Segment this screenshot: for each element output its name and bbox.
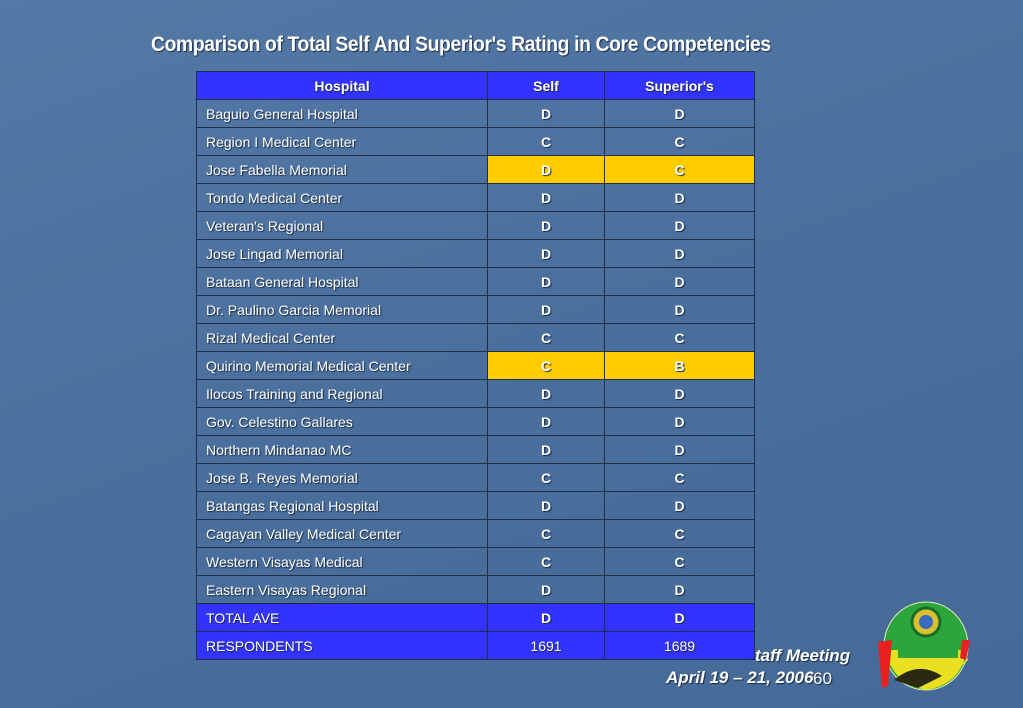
hospital-cell: Cagayan Valley Medical Center (196, 519, 488, 548)
superior-rating-cell: C (604, 463, 755, 492)
table-row: Region I Medical Center C C (196, 127, 755, 156)
table-row: Ilocos Training and Regional D D (196, 379, 755, 408)
table-row: Cagayan Valley Medical Center C C (196, 519, 755, 548)
hospital-cell: Jose Fabella Memorial (196, 155, 488, 184)
self-rating-cell: D (487, 239, 605, 268)
table-row: Batangas Regional Hospital D D (196, 491, 755, 520)
self-rating-cell: C (487, 351, 605, 380)
self-rating-cell: D (487, 407, 605, 436)
table-row: Dr. Paulino Garcia Memorial D D (196, 295, 755, 324)
table-row: Jose Fabella Memorial D C (196, 155, 755, 184)
hospital-cell: Gov. Celestino Gallares (196, 407, 488, 436)
table-row: Veteran's Regional D D (196, 211, 755, 240)
self-rating-cell: D (487, 603, 605, 632)
superior-rating-cell: B (604, 351, 755, 380)
header-hospital: Hospital (196, 71, 488, 100)
hospital-cell: Baguio General Hospital (196, 99, 488, 128)
footer-meeting: taff Meeting (755, 646, 851, 665)
superior-rating-cell: C (604, 547, 755, 576)
hospital-cell: Ilocos Training and Regional (196, 379, 488, 408)
self-rating-cell: D (487, 267, 605, 296)
superior-rating-cell: D (604, 575, 755, 604)
hospital-cell: RESPONDENTS (196, 631, 488, 660)
hospital-cell: Tondo Medical Center (196, 183, 488, 212)
hospital-cell: Quirino Memorial Medical Center (196, 351, 488, 380)
hospital-cell: Northern Mindanao MC (196, 435, 488, 464)
table-row: Jose B. Reyes Memorial C C (196, 463, 755, 492)
self-rating-cell: C (487, 127, 605, 156)
slide-title: Comparison of Total Self And Superior's … (151, 33, 771, 56)
self-rating-cell: D (487, 491, 605, 520)
superior-rating-cell: C (604, 127, 755, 156)
ratings-table: Hospital Self Superior's Baguio General … (196, 71, 755, 660)
self-rating-cell: D (487, 575, 605, 604)
hospital-cell: Dr. Paulino Garcia Memorial (196, 295, 488, 324)
self-rating-cell: C (487, 463, 605, 492)
hospital-cell: Bataan General Hospital (196, 267, 488, 296)
superior-rating-cell: C (604, 323, 755, 352)
self-rating-cell: D (487, 183, 605, 212)
hospital-cell: TOTAL AVE (196, 603, 488, 632)
table-row: Baguio General Hospital D D (196, 99, 755, 128)
self-rating-cell: D (487, 379, 605, 408)
hospital-cell: Veteran's Regional (196, 211, 488, 240)
table-row: Northern Mindanao MC D D (196, 435, 755, 464)
superior-rating-cell: D (604, 603, 755, 632)
hospital-cell: Region I Medical Center (196, 127, 488, 156)
superior-rating-cell: D (604, 267, 755, 296)
table-row: Bataan General Hospital D D (196, 267, 755, 296)
superior-rating-cell: D (604, 295, 755, 324)
hospital-cell: Batangas Regional Hospital (196, 491, 488, 520)
hospital-cell: Jose B. Reyes Memorial (196, 463, 488, 492)
table-row: Rizal Medical Center C C (196, 323, 755, 352)
self-rating-cell: C (487, 519, 605, 548)
footer-date: April 19 – 21, 2006 (666, 668, 814, 687)
superior-rating-cell: D (604, 407, 755, 436)
table-row: Gov. Celestino Gallares D D (196, 407, 755, 436)
self-rating-cell: D (487, 211, 605, 240)
table-row: Tondo Medical Center D D (196, 183, 755, 212)
superior-rating-cell: C (604, 155, 755, 184)
page-number: 60 (813, 669, 832, 688)
superior-rating-cell: D (604, 239, 755, 268)
self-rating-cell: D (487, 99, 605, 128)
self-rating-cell: 1691 (487, 631, 605, 660)
superior-rating-cell: C (604, 519, 755, 548)
table-row: Eastern Visayas Regional D D (196, 575, 755, 604)
superior-rating-cell: D (604, 99, 755, 128)
superior-rating-cell: D (604, 211, 755, 240)
superior-rating-cell: D (604, 183, 755, 212)
table-row: Western Visayas Medical C C (196, 547, 755, 576)
table-header-row: Hospital Self Superior's (196, 71, 755, 100)
header-self: Self (487, 71, 605, 100)
self-rating-cell: C (487, 323, 605, 352)
hospital-cell: Western Visayas Medical (196, 547, 488, 576)
table-row: Quirino Memorial Medical Center C B (196, 351, 755, 380)
hospital-cell: Jose Lingad Memorial (196, 239, 488, 268)
superior-rating-cell: D (604, 379, 755, 408)
self-rating-cell: D (487, 435, 605, 464)
table-row: RESPONDENTS 1691 1689 (196, 631, 755, 660)
self-rating-cell: D (487, 155, 605, 184)
table-row: Jose Lingad Memorial D D (196, 239, 755, 268)
fourmula-logo (878, 601, 970, 691)
superior-rating-cell: 1689 (604, 631, 755, 660)
superior-rating-cell: D (604, 491, 755, 520)
self-rating-cell: C (487, 547, 605, 576)
superior-rating-cell: D (604, 435, 755, 464)
hospital-cell: Eastern Visayas Regional (196, 575, 488, 604)
hospital-cell: Rizal Medical Center (196, 323, 488, 352)
table-row: TOTAL AVE D D (196, 603, 755, 632)
self-rating-cell: D (487, 295, 605, 324)
header-superior: Superior's (604, 71, 755, 100)
